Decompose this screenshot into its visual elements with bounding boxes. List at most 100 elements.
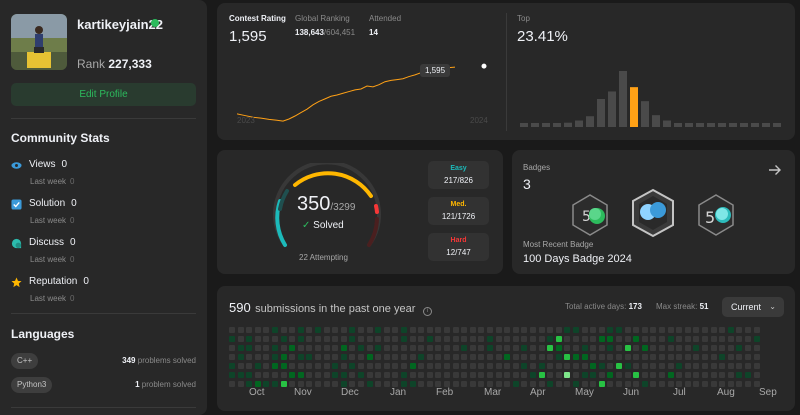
heatmap-cell[interactable] [624,345,631,351]
heatmap-cell[interactable] [745,363,751,369]
heatmap-cell[interactable] [272,327,278,333]
heatmap-cell[interactable] [590,327,597,333]
heatmap-cell[interactable] [641,363,648,369]
heatmap-cell[interactable] [624,381,631,387]
arrow-right-icon[interactable] [768,163,782,177]
heatmap-cell[interactable] [616,354,622,360]
heatmap-cell[interactable] [684,381,691,387]
heatmap-cell[interactable] [461,345,468,351]
heatmap-cell[interactable] [461,354,468,360]
heatmap-cell[interactable] [753,345,760,351]
heatmap-cell[interactable] [641,345,648,351]
heatmap-cell[interactable] [383,327,390,333]
heatmap-cell[interactable] [633,363,640,369]
heatmap-cell[interactable] [521,327,528,333]
heatmap-cell[interactable] [616,345,622,351]
heatmap-cell[interactable] [289,354,296,360]
heatmap-cell[interactable] [280,345,287,351]
heatmap-cell[interactable] [512,363,519,369]
heatmap-cell[interactable] [306,372,313,378]
heatmap-cell[interactable] [418,354,425,360]
heatmap-cell[interactable] [607,381,614,387]
heatmap-cell[interactable] [650,372,657,378]
heatmap-cell[interactable] [349,345,356,351]
avatar[interactable] [11,14,67,70]
heatmap-cell[interactable] [246,363,253,369]
heatmap-cell[interactable] [401,381,407,387]
heatmap-cell[interactable] [366,363,373,369]
heatmap-cell[interactable] [753,381,760,387]
heatmap-cell[interactable] [469,372,476,378]
heatmap-cell[interactable] [461,363,468,369]
heatmap-cell[interactable] [229,345,235,351]
heatmap-cell[interactable] [573,354,579,360]
solved-progress-ring[interactable] [267,163,387,263]
heatmap-cell[interactable] [607,336,614,342]
heatmap-cell[interactable] [641,372,648,378]
heatmap-cell[interactable] [633,381,640,387]
heatmap-cell[interactable] [349,381,356,387]
heatmap-cell[interactable] [564,354,571,360]
heatmap-cell[interactable] [736,345,743,351]
heatmap-cell[interactable] [349,363,356,369]
heatmap-cell[interactable] [383,354,390,360]
heatmap-cell[interactable] [383,372,390,378]
heatmap-cell[interactable] [349,372,356,378]
heatmap-cell[interactable] [641,327,648,333]
heatmap-cell[interactable] [641,336,648,342]
heatmap-cell[interactable] [676,354,683,360]
heatmap-cell[interactable] [297,372,304,378]
heatmap-cell[interactable] [478,354,485,360]
heatmap-cell[interactable] [607,327,614,333]
heatmap-cell[interactable] [693,381,700,387]
heatmap-cell[interactable] [710,372,717,378]
heatmap-cell[interactable] [693,336,700,342]
heatmap-cell[interactable] [753,336,760,342]
heatmap-cell[interactable] [727,372,734,378]
heatmap-cell[interactable] [745,354,751,360]
heatmap-cell[interactable] [538,345,545,351]
heatmap-cell[interactable] [461,336,468,342]
heatmap-cell[interactable] [392,345,399,351]
heatmap-cell[interactable] [340,327,347,333]
heatmap-cell[interactable] [667,354,674,360]
heatmap-cell[interactable] [254,336,261,342]
heatmap-cell[interactable] [418,381,425,387]
heatmap-cell[interactable] [633,372,640,378]
heatmap-cell[interactable] [401,336,407,342]
heatmap-cell[interactable] [598,363,605,369]
heatmap-cell[interactable] [478,327,485,333]
heatmap-cell[interactable] [616,336,622,342]
heatmap-cell[interactable] [624,354,631,360]
heatmap-cell[interactable] [616,363,622,369]
heatmap-cell[interactable] [641,381,648,387]
heatmap-cell[interactable] [727,327,734,333]
heatmap-cell[interactable] [289,381,296,387]
heatmap-cell[interactable] [272,354,278,360]
heatmap-cell[interactable] [487,363,493,369]
heatmap-cell[interactable] [306,363,313,369]
heatmap-cell[interactable] [487,345,493,351]
heatmap-cell[interactable] [478,336,485,342]
heatmap-cell[interactable] [229,354,235,360]
heatmap-cell[interactable] [547,327,554,333]
heatmap-cell[interactable] [469,363,476,369]
heatmap-cell[interactable] [624,327,631,333]
heatmap-cell[interactable] [727,354,734,360]
heatmap-cell[interactable] [495,327,502,333]
heatmap-cell[interactable] [246,381,253,387]
heatmap-cell[interactable] [229,327,235,333]
difficulty-easy[interactable]: Easy 217/826 [428,161,489,189]
heatmap-cell[interactable] [719,336,726,342]
heatmap-cell[interactable] [246,372,253,378]
heatmap-cell[interactable] [736,381,743,387]
heatmap-cell[interactable] [280,354,287,360]
heatmap-cell[interactable] [581,381,588,387]
heatmap-cell[interactable] [263,381,270,387]
heatmap-cell[interactable] [693,372,700,378]
heatmap-cell[interactable] [323,327,330,333]
heatmap-cell[interactable] [315,336,321,342]
heatmap-cell[interactable] [375,372,382,378]
heatmap-cell[interactable] [555,354,562,360]
heatmap-cell[interactable] [409,354,416,360]
